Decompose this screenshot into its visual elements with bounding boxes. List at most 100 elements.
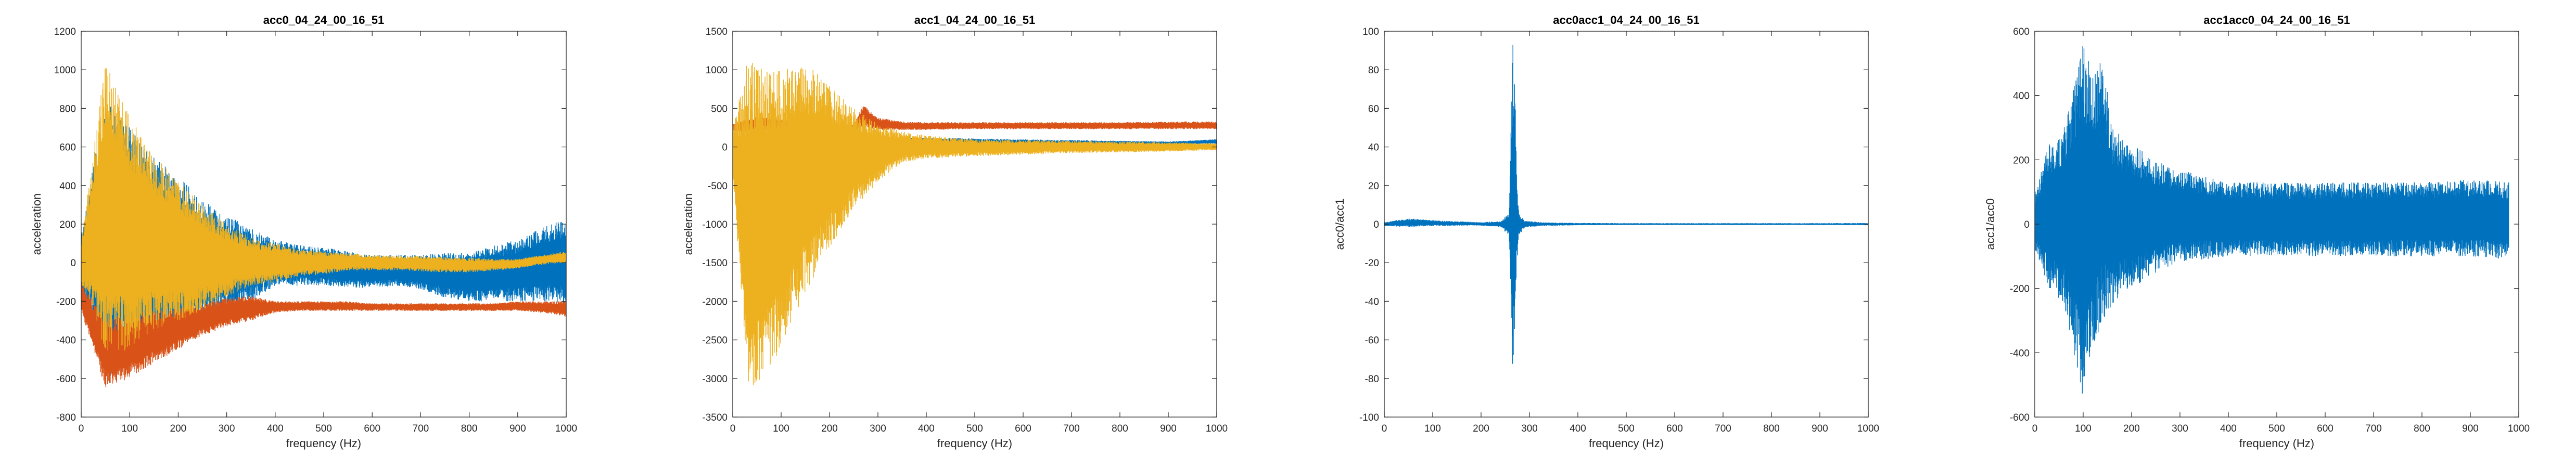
x-tick-label: 1000 — [2508, 423, 2530, 434]
x-tick-label: 700 — [2365, 423, 2382, 434]
y-tick-label: 0 — [2024, 219, 2030, 230]
x-tick-label: 500 — [966, 423, 983, 434]
x-tick-label: 800 — [1763, 423, 1780, 434]
y-tick-label: -600 — [56, 374, 76, 385]
x-tick-label: 100 — [121, 423, 138, 434]
x-axis-label: frequency (Hz) — [286, 437, 361, 450]
x-tick-label: 500 — [315, 423, 332, 434]
series-group — [1384, 45, 1868, 364]
x-tick-label: 300 — [2172, 423, 2188, 434]
x-tick-label: 600 — [2317, 423, 2333, 434]
y-tick-label: 400 — [2013, 91, 2030, 102]
x-tick-label: 700 — [413, 423, 429, 434]
x-tick-label: 600 — [364, 423, 380, 434]
series-2 — [81, 282, 566, 387]
x-tick-label: 200 — [2123, 423, 2140, 434]
series-3 — [81, 68, 566, 350]
x-tick-label: 900 — [1160, 423, 1177, 434]
y-tick-label: 100 — [1362, 27, 1379, 37]
y-axis-label: acceleration — [682, 193, 695, 255]
y-tick-label: -20 — [1365, 258, 1379, 269]
x-tick-label: 100 — [1424, 423, 1441, 434]
x-tick-label: 300 — [1521, 423, 1538, 434]
x-tick-label: 0 — [730, 423, 736, 434]
x-tick-label: 600 — [1666, 423, 1683, 434]
y-tick-label: 20 — [1368, 181, 1379, 192]
y-tick-label: 0 — [1373, 219, 1379, 230]
x-tick-label: 1000 — [555, 423, 577, 434]
y-tick-label: -2000 — [702, 296, 728, 307]
y-tick-label: 60 — [1368, 103, 1379, 114]
y-tick-label: 1500 — [706, 27, 728, 37]
x-tick-label: 800 — [461, 423, 478, 434]
x-tick-label: 200 — [170, 423, 187, 434]
y-tick-label: -1500 — [702, 258, 728, 269]
y-tick-label: -1000 — [702, 219, 728, 230]
y-tick-label: -800 — [56, 412, 76, 423]
x-tick-label: 800 — [2414, 423, 2430, 434]
x-tick-label: 900 — [2462, 423, 2479, 434]
x-tick-label: 400 — [918, 423, 935, 434]
x-tick-label: 600 — [1015, 423, 1031, 434]
y-tick-label: 0 — [722, 142, 728, 153]
x-tick-label: 400 — [2220, 423, 2237, 434]
series-group — [81, 68, 566, 387]
x-tick-label: 500 — [1618, 423, 1635, 434]
chart-3: 0 100 200 300 400 500 600 700 800 900 1000-100-80-… — [1333, 14, 1879, 450]
y-axis-label: acc1/acc0 — [1984, 198, 1997, 250]
y-tick-label: -400 — [56, 335, 76, 346]
x-tick-label: 900 — [509, 423, 526, 434]
y-tick-label: -60 — [1365, 335, 1379, 346]
chart-title: acc1_04_24_00_16_51 — [914, 14, 1035, 27]
y-tick-label: 800 — [59, 103, 76, 114]
y-tick-label: 400 — [59, 181, 76, 192]
y-tick-label: 0 — [70, 258, 76, 269]
y-tick-label: 40 — [1368, 142, 1379, 153]
y-tick-label: 1200 — [54, 27, 76, 37]
x-axis-label: frequency (Hz) — [937, 437, 1012, 450]
y-axis-label: acc0/acc1 — [1333, 198, 1346, 250]
x-tick-label: 900 — [1812, 423, 1828, 434]
x-axis-label: frequency (Hz) — [2239, 437, 2314, 450]
x-tick-label: 0 — [79, 423, 84, 434]
x-tick-label: 0 — [2032, 423, 2038, 434]
x-tick-label: 400 — [1570, 423, 1586, 434]
y-tick-label: -600 — [2010, 412, 2030, 423]
x-tick-label: 100 — [2075, 423, 2092, 434]
y-tick-label: -200 — [56, 296, 76, 307]
x-tick-label: 100 — [773, 423, 789, 434]
series-group — [2035, 46, 2509, 394]
chart-2: 0 100 200 300 400 500 600 700 800 900 1000 -3500 -30… — [682, 14, 1228, 450]
x-tick-label: 500 — [2268, 423, 2285, 434]
y-axis-label: acceleration — [30, 193, 43, 255]
y-tick-label: 80 — [1368, 65, 1379, 76]
x-axis-label: frequency (Hz) — [1589, 437, 1664, 450]
y-tick-label: -400 — [2010, 348, 2030, 359]
chart-title: acc1acc0_04_24_00_16_51 — [2203, 14, 2350, 27]
x-tick-label: 200 — [821, 423, 838, 434]
x-tick-label: 300 — [219, 423, 235, 434]
y-tick-label: -80 — [1365, 374, 1379, 385]
y-tick-label: 1000 — [706, 65, 728, 76]
y-tick-label: 500 — [711, 103, 728, 114]
y-tick-label: -3000 — [702, 374, 728, 385]
series-3 — [733, 63, 1217, 385]
x-tick-label: 800 — [1112, 423, 1128, 434]
x-tick-label: 200 — [1473, 423, 1489, 434]
y-tick-label: -100 — [1359, 412, 1379, 423]
y-tick-label: -500 — [708, 181, 728, 192]
y-tick-label: -200 — [2010, 284, 2030, 295]
x-tick-label: 400 — [267, 423, 284, 434]
y-tick-label: 600 — [59, 142, 76, 153]
y-tick-label: 200 — [59, 219, 76, 230]
y-tick-label: 600 — [2013, 27, 2030, 37]
y-tick-label: 200 — [2013, 155, 2030, 166]
x-tick-label: 0 — [1382, 423, 1387, 434]
x-tick-label: 700 — [1063, 423, 1080, 434]
series-1 — [2035, 46, 2509, 394]
x-tick-label: 700 — [1715, 423, 1731, 434]
x-tick-label: 1000 — [1857, 423, 1879, 434]
series-1 — [1384, 45, 1868, 364]
y-tick-label: -3500 — [702, 412, 728, 423]
